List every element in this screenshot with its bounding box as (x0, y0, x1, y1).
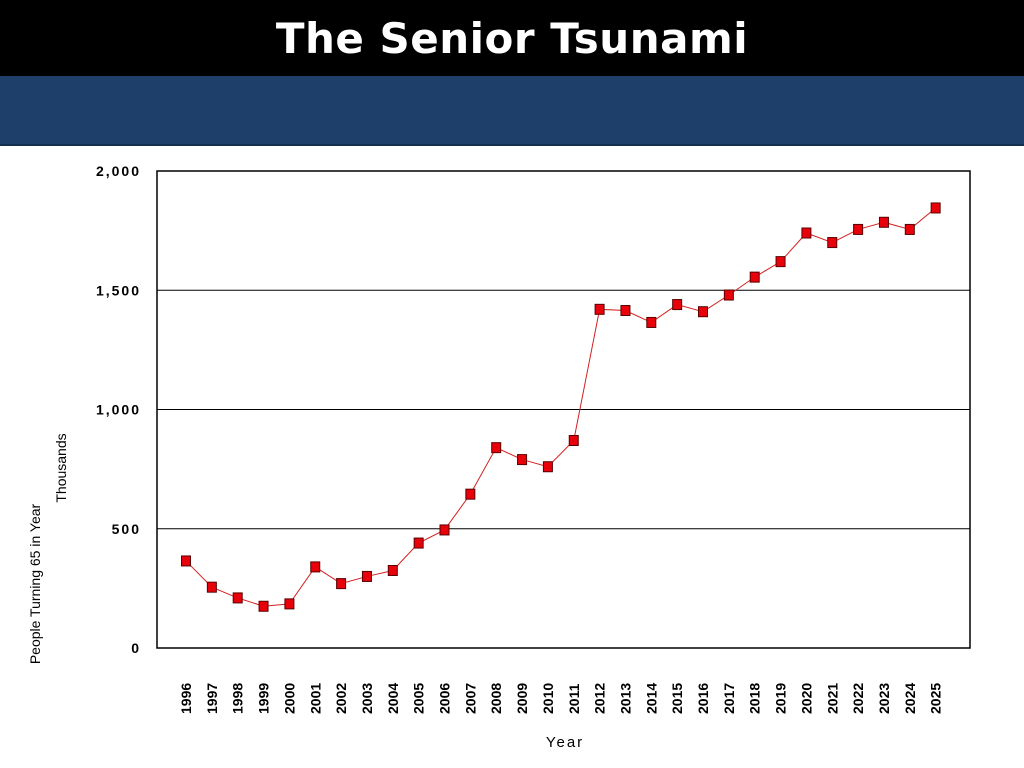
data-point (284, 598, 295, 610)
y-tick-label: 1,000 (96, 402, 141, 418)
x-tick-label: 2020 (798, 683, 814, 714)
x-tick-label: 1998 (230, 683, 246, 714)
x-tick-label: 2025 (928, 683, 944, 714)
data-point (258, 600, 269, 612)
x-tick-label: 2017 (721, 683, 737, 714)
data-point (620, 305, 631, 317)
data-point (181, 555, 191, 567)
data-point (801, 227, 812, 239)
data-point (646, 316, 657, 328)
data-point (491, 442, 502, 454)
data-point (465, 488, 476, 500)
data-point (336, 578, 347, 590)
x-tick-label: 2014 (643, 683, 659, 714)
data-point (206, 581, 217, 593)
x-tick-label: 2000 (281, 683, 297, 714)
x-tick-label: 2001 (307, 683, 323, 714)
x-tick-label: 2007 (462, 683, 478, 714)
data-point (878, 216, 889, 228)
x-axis-label: Year (546, 734, 584, 751)
data-point (930, 202, 941, 214)
x-tick-label: 2021 (824, 683, 840, 714)
data-point (517, 454, 528, 466)
x-tick-label: 2008 (488, 683, 504, 714)
data-point (698, 306, 708, 318)
y-tick-label: 0 (131, 640, 141, 656)
x-tick-label: 2023 (876, 683, 892, 714)
gridlines (157, 289, 970, 530)
y-axis-label-line-2: Thousands (53, 433, 69, 502)
x-tick-label: 2002 (333, 683, 349, 714)
x-tick-label: 2011 (566, 683, 582, 714)
title-bar: The Senior Tsunami (0, 0, 1024, 76)
x-tick-label: 2013 (617, 683, 633, 714)
data-point (387, 564, 398, 576)
y-tick-label: 2,000 (96, 163, 141, 179)
x-tick-label: 1997 (204, 683, 220, 714)
slide-title: The Senior Tsunami (275, 13, 749, 63)
data-point (439, 524, 450, 536)
x-tick-label: 2009 (514, 683, 530, 714)
x-tick-labels: 1996 1997 1998 1999 2000 2001 2002 2003 2004 2005… (178, 683, 944, 714)
data-point (723, 289, 734, 301)
line-chart: 0 500 1,000 1,500 2,000 1996 1997 1998 1999 2000… (27, 163, 971, 751)
data-point (827, 237, 838, 249)
x-tick-label: 2024 (902, 683, 918, 714)
data-point (413, 537, 424, 549)
y-tick-label: 500 (112, 521, 141, 537)
data-point (361, 570, 372, 582)
y-tick-labels: 0 500 1,000 1,500 2,000 (96, 163, 141, 656)
x-tick-label: 2012 (592, 683, 608, 714)
chart-area: 0 500 1,000 1,500 2,000 1996 1997 1998 1999 2000… (0, 146, 1024, 768)
x-tick-label: 2018 (747, 683, 763, 714)
data-point (853, 223, 864, 235)
data-markers (181, 202, 941, 612)
x-tick-label: 2010 (540, 683, 556, 714)
data-point (672, 299, 683, 311)
x-tick-label: 2022 (850, 683, 866, 714)
data-point (594, 303, 605, 315)
x-tick-label: 2006 (437, 683, 453, 714)
data-point (310, 561, 321, 573)
x-tick-label: 1996 (178, 683, 194, 714)
data-point (232, 592, 243, 604)
data-point (749, 271, 760, 283)
x-tick-label: 2005 (411, 683, 427, 714)
x-tick-label: 1999 (256, 683, 272, 714)
data-point (904, 223, 915, 235)
x-tick-label: 2016 (695, 683, 711, 714)
x-tick-label: 2003 (359, 683, 375, 714)
data-point (542, 461, 553, 473)
y-axis-label-line-1: People Turning 65 in Year (27, 503, 43, 664)
data-point (775, 256, 786, 268)
y-tick-label: 1,500 (96, 282, 141, 298)
data-point (568, 435, 579, 447)
x-tick-label: 2019 (773, 683, 789, 714)
x-tick-label: 2015 (669, 683, 685, 714)
header-band (0, 76, 1024, 146)
x-tick-label: 2004 (385, 683, 401, 714)
